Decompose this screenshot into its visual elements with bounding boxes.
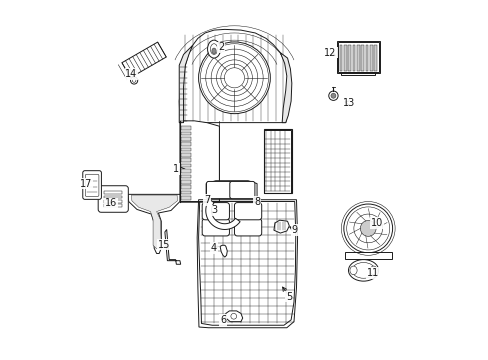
Circle shape bbox=[198, 42, 270, 114]
Polygon shape bbox=[206, 181, 257, 198]
Ellipse shape bbox=[211, 48, 216, 54]
Polygon shape bbox=[225, 311, 242, 321]
Text: 5: 5 bbox=[285, 292, 292, 302]
FancyBboxPatch shape bbox=[206, 181, 231, 199]
FancyBboxPatch shape bbox=[229, 181, 254, 199]
Bar bbox=[369, 45, 372, 71]
Bar bbox=[344, 45, 346, 71]
Circle shape bbox=[328, 91, 337, 100]
Circle shape bbox=[360, 221, 375, 236]
Bar bbox=[337, 42, 378, 72]
Ellipse shape bbox=[369, 266, 376, 275]
Circle shape bbox=[130, 77, 138, 84]
Bar bbox=[104, 192, 122, 194]
Circle shape bbox=[230, 314, 236, 319]
Text: 17: 17 bbox=[80, 179, 92, 189]
Ellipse shape bbox=[207, 40, 220, 58]
Bar bbox=[336, 41, 379, 73]
Text: 11: 11 bbox=[366, 268, 378, 278]
Bar bbox=[263, 129, 292, 193]
Ellipse shape bbox=[348, 260, 378, 281]
Bar bbox=[180, 175, 191, 178]
Text: 8: 8 bbox=[253, 197, 260, 207]
Bar bbox=[365, 45, 367, 71]
FancyBboxPatch shape bbox=[234, 203, 261, 220]
Text: 6: 6 bbox=[220, 315, 225, 325]
Bar bbox=[180, 137, 191, 140]
Bar bbox=[373, 45, 376, 71]
Bar bbox=[180, 142, 191, 146]
Text: 1: 1 bbox=[173, 164, 179, 174]
Text: 2: 2 bbox=[218, 42, 224, 52]
Polygon shape bbox=[179, 30, 289, 123]
Bar bbox=[180, 164, 191, 167]
Text: 9: 9 bbox=[291, 225, 297, 235]
FancyBboxPatch shape bbox=[82, 171, 101, 199]
Bar bbox=[352, 45, 355, 71]
Polygon shape bbox=[128, 194, 180, 253]
Bar bbox=[104, 196, 122, 198]
Bar bbox=[180, 148, 191, 151]
Ellipse shape bbox=[210, 44, 217, 54]
Text: 15: 15 bbox=[157, 239, 170, 249]
Polygon shape bbox=[205, 199, 240, 229]
Bar bbox=[180, 153, 191, 157]
FancyBboxPatch shape bbox=[202, 203, 229, 220]
Bar bbox=[356, 45, 359, 71]
Bar bbox=[104, 200, 122, 203]
Polygon shape bbox=[131, 195, 177, 249]
FancyBboxPatch shape bbox=[85, 174, 99, 197]
Circle shape bbox=[353, 214, 382, 243]
Text: 4: 4 bbox=[210, 243, 217, 253]
Bar bbox=[340, 72, 374, 75]
Text: 3: 3 bbox=[210, 206, 217, 216]
Bar bbox=[339, 45, 342, 71]
Polygon shape bbox=[280, 53, 291, 123]
Text: 16: 16 bbox=[105, 198, 117, 208]
Bar bbox=[180, 126, 191, 130]
Bar bbox=[180, 196, 191, 200]
Ellipse shape bbox=[349, 266, 356, 275]
Bar bbox=[104, 204, 122, 207]
FancyBboxPatch shape bbox=[98, 186, 128, 212]
Text: 14: 14 bbox=[125, 69, 138, 79]
Text: 13: 13 bbox=[343, 98, 355, 108]
Bar bbox=[180, 191, 191, 194]
Circle shape bbox=[343, 204, 392, 253]
Polygon shape bbox=[179, 45, 192, 123]
FancyBboxPatch shape bbox=[202, 219, 229, 236]
Bar bbox=[264, 130, 290, 193]
Text: 12: 12 bbox=[324, 48, 336, 58]
Circle shape bbox=[346, 207, 389, 250]
Polygon shape bbox=[180, 121, 219, 202]
Bar bbox=[180, 158, 191, 162]
FancyBboxPatch shape bbox=[234, 219, 261, 236]
Polygon shape bbox=[122, 42, 166, 78]
Circle shape bbox=[330, 93, 335, 98]
Bar bbox=[344, 252, 391, 259]
Polygon shape bbox=[198, 202, 295, 325]
Bar bbox=[361, 45, 363, 71]
Text: 7: 7 bbox=[203, 195, 209, 205]
Ellipse shape bbox=[351, 262, 374, 278]
Bar bbox=[180, 185, 191, 189]
Bar bbox=[180, 180, 191, 184]
Bar bbox=[180, 132, 191, 135]
Polygon shape bbox=[164, 229, 180, 264]
Polygon shape bbox=[273, 220, 289, 233]
Bar bbox=[348, 45, 350, 71]
Polygon shape bbox=[220, 245, 227, 257]
Text: 10: 10 bbox=[370, 218, 383, 228]
Bar bbox=[180, 169, 191, 173]
Circle shape bbox=[132, 79, 136, 82]
